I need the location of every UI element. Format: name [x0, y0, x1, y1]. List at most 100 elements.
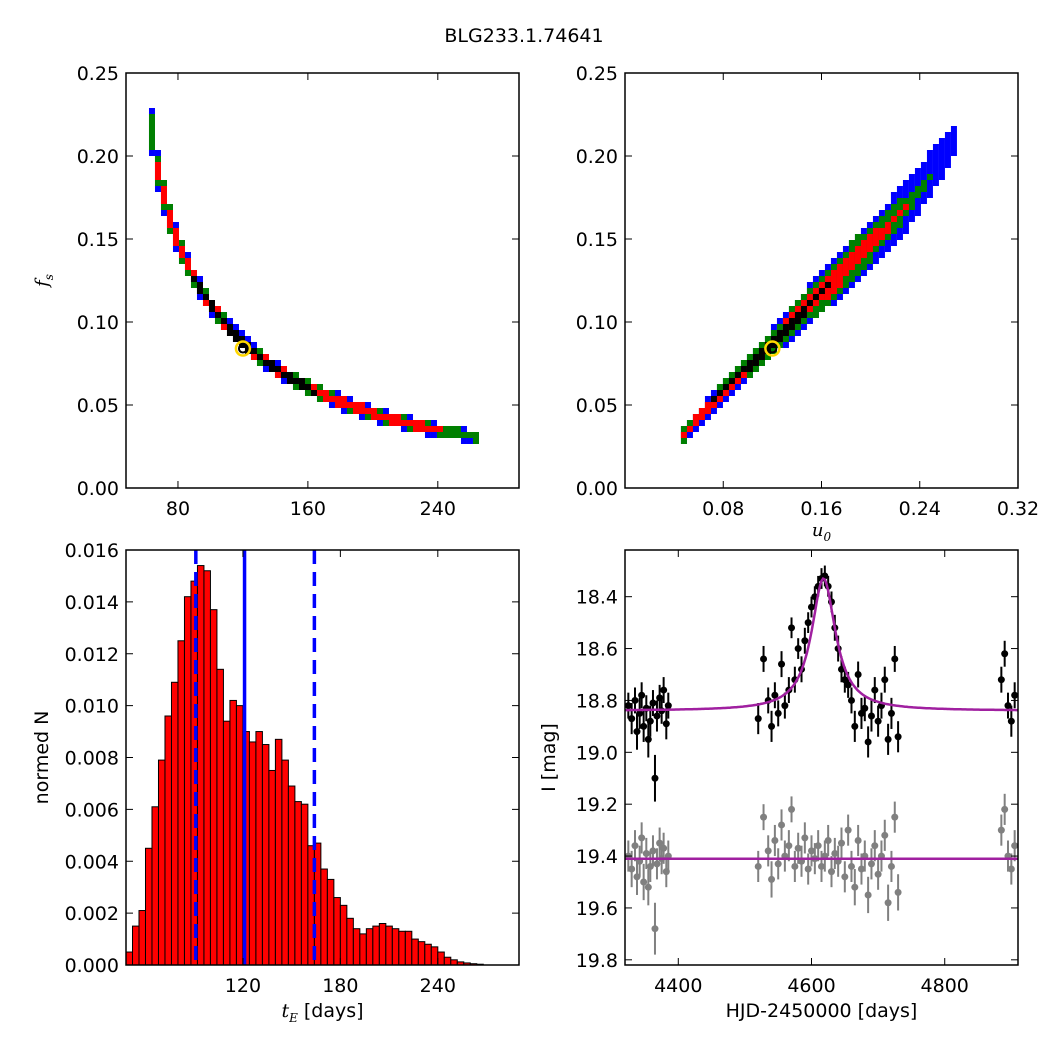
density-cell [836, 276, 843, 282]
density-cell [830, 264, 837, 270]
density-cell [884, 240, 891, 246]
density-cell [166, 210, 173, 216]
density-cell [460, 432, 467, 438]
density-cell [878, 234, 885, 240]
axis-ticks: 4400 4600 4800 18.4 18.6 18.8 19.0 19.2 19.4 19.6… [576, 550, 1018, 997]
density-cell [316, 396, 323, 402]
histogram-bar [138, 910, 146, 966]
density-cell [854, 270, 861, 276]
data-point [867, 712, 875, 720]
density-cell [782, 342, 789, 348]
histogram-bar [287, 785, 296, 966]
histogram-bar [125, 951, 133, 966]
plot-frame [125, 549, 520, 966]
histogram-bar [203, 570, 211, 966]
density-cell [830, 300, 837, 306]
density-cell [866, 258, 873, 264]
density-cell [944, 132, 951, 138]
density-cell [896, 186, 903, 192]
density-cell [358, 414, 365, 420]
density-cell [220, 318, 227, 324]
density-cell [740, 360, 747, 366]
density-cell [842, 288, 849, 294]
data-point [640, 722, 648, 730]
density-cell [920, 174, 927, 180]
x-tick-label: 4800 [921, 975, 969, 997]
series-event [625, 565, 1018, 802]
density-cell [788, 318, 795, 324]
data-point [774, 860, 782, 868]
x-tick-label: 160 [290, 498, 326, 520]
data-point [831, 849, 839, 857]
density-cell [466, 438, 473, 444]
density-cell [148, 120, 155, 126]
data-point [847, 862, 855, 870]
density-cell [316, 384, 323, 390]
data-point [771, 691, 779, 699]
plot-frame [624, 549, 1019, 966]
best-fit-marker-outer [234, 340, 252, 357]
density-cell [854, 264, 861, 270]
density-cell [716, 396, 723, 402]
density-cell [190, 270, 197, 276]
density-cell [406, 426, 413, 432]
density-cell [920, 168, 927, 174]
histogram-bar [346, 917, 354, 966]
data-point [827, 868, 835, 876]
x-tick-label: 4600 [787, 975, 835, 997]
histogram-bar [411, 938, 419, 966]
density-cell [460, 438, 467, 444]
density-cell [268, 366, 275, 372]
density-cell [346, 408, 353, 414]
density-cell [932, 168, 939, 174]
data-point [642, 849, 650, 857]
axis-ticks: 80 160 240 0.00 0.05 0.10 0.15 0.20 0.25 [77, 63, 519, 520]
y-tick-label: 0.05 [576, 395, 618, 417]
density-cell [824, 276, 831, 282]
density-cell [184, 270, 191, 276]
density-cell [436, 432, 443, 438]
density-cell [734, 366, 741, 372]
density-cell [914, 168, 921, 174]
density-cell [412, 426, 419, 432]
density-cell [692, 420, 699, 426]
density-cell [920, 192, 927, 198]
density-cell [184, 258, 191, 264]
density-cell [860, 258, 867, 264]
density-cell [376, 420, 383, 426]
density-cell [382, 420, 389, 426]
density-cell [806, 288, 813, 294]
histogram-bar [131, 925, 140, 966]
density-cell [752, 360, 759, 366]
density-cell [262, 354, 269, 360]
density-cell [148, 144, 155, 150]
density-cell [160, 186, 167, 192]
density-cell [148, 150, 155, 156]
histogram-bar [443, 956, 452, 966]
density-cell [154, 168, 161, 174]
data-point [854, 671, 862, 678]
density-cell [776, 324, 783, 330]
axis-ticks: 0.08 0.16 0.24 0.32 0.00 0.05 0.10 0.15 0.20 0.25 [576, 63, 1039, 520]
density-cell [148, 108, 155, 114]
histogram-bar [177, 640, 185, 966]
density-cell [818, 270, 825, 276]
density-cell [908, 204, 915, 210]
density-cell [938, 150, 945, 156]
data-point [628, 715, 636, 723]
data-point [774, 709, 782, 717]
density-cell [932, 150, 939, 156]
density-cell [178, 246, 185, 252]
y-tick-label: 0.008 [65, 748, 119, 770]
density-cell [794, 300, 801, 306]
density-cell [908, 174, 915, 180]
density-cell [196, 276, 203, 282]
data-point [653, 712, 661, 720]
data-point [814, 842, 822, 850]
density-cell [812, 312, 819, 318]
y-tick-label: 0.014 [65, 592, 119, 614]
density-cell [698, 420, 705, 426]
data-point [857, 865, 865, 873]
density-cell [680, 438, 687, 444]
density-cell [914, 204, 921, 210]
